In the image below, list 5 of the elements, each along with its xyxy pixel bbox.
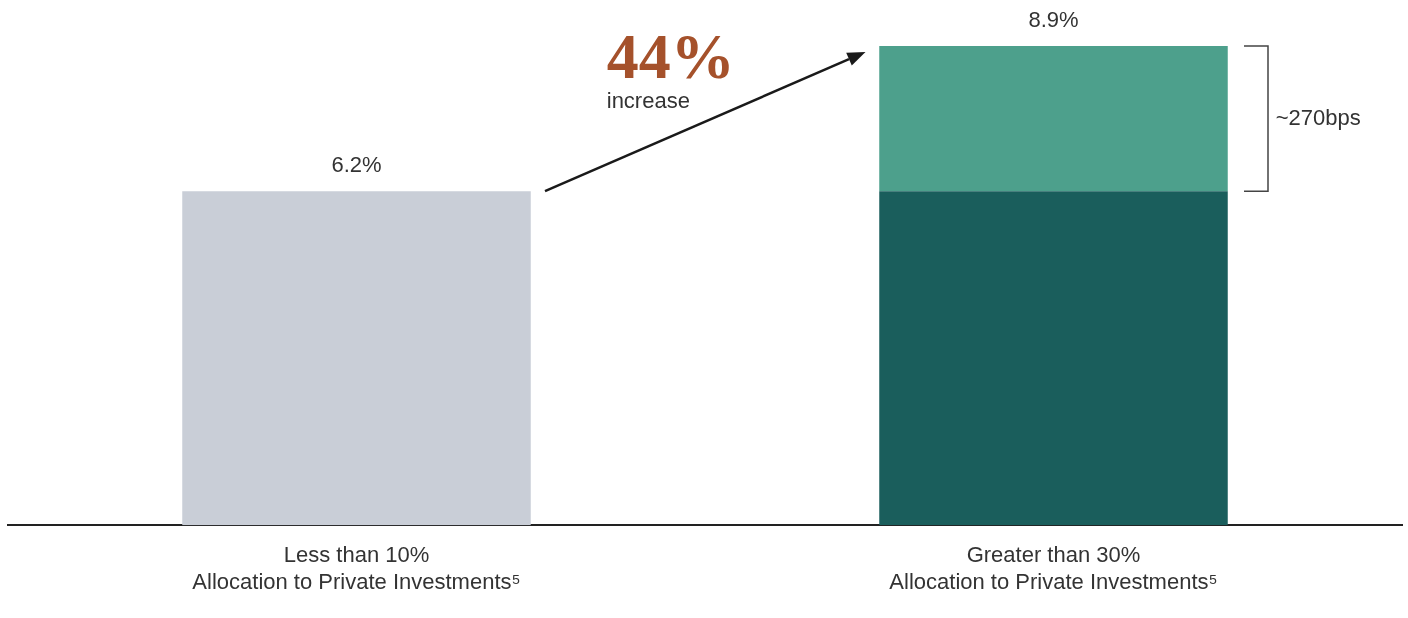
x-tick-label: Less than 10% Allocation to Private Investments⁵ [192,542,521,594]
x-tick-label: Greater than 30% Allocation to Private Investments⁵ [889,542,1218,594]
annotation: 6.2% [331,152,382,178]
annotation: ~270bps [1275,104,1361,130]
text: 8.9% [1028,7,1079,33]
